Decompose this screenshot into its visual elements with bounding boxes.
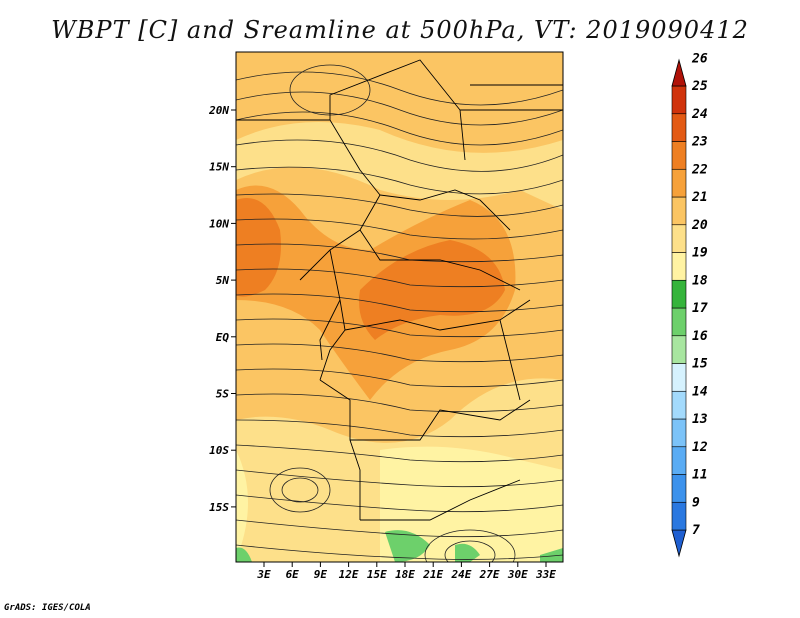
latitude-axis: 20N 15N 10N 5N EQ 5S 10S 15S [208,104,236,514]
colorbar-label: 22 [691,162,708,177]
lat-label: 20N [208,104,229,117]
colorbar-label: 16 [692,329,708,344]
colorbar-max-arrow [671,58,687,87]
colorbar-label: 18 [692,273,708,288]
lat-label: EQ [216,331,230,344]
colorbar-segment [671,307,687,337]
lon-label: 15E [367,568,387,581]
lon-label: 9E [314,568,328,581]
lon-label: 12E [339,568,359,581]
colorbar-segment [671,224,687,253]
colorbar-label: 13 [692,412,708,427]
lat-label: 15S [209,501,229,514]
lat-label: 15N [209,161,229,174]
chart-title: WBPT [C] and Sreamline at 500hPa, VT: 20… [51,16,749,44]
lon-label: 6E [286,568,300,581]
country-borders [236,59,563,521]
colorbar-segment [671,474,687,503]
colorbar-segment [671,85,687,115]
credit-label: GrADS: IGES/COLA [4,603,91,613]
lat-label: 5S [216,388,230,401]
lon-label: 30E [507,568,528,581]
colorbar-label: 17 [692,301,708,316]
colorbar-label: 19 [692,246,708,261]
colorbar-label: 12 [692,440,708,455]
colorbar-label: 23 [691,135,708,150]
lon-label: 21E [422,568,443,581]
colorbar-segment [671,141,687,170]
lon-label: 18E [395,568,415,581]
colorbar-segment [671,252,687,281]
colorbar-label: 9 [692,495,700,510]
lat-label: 10N [209,217,229,230]
map-frame [235,51,564,563]
colorbar-label: 20 [691,218,708,233]
colorbar-label: 15 [692,357,708,372]
colorbar-segment [671,446,687,475]
colorbar-segment [671,113,687,142]
lon-label: 33E [535,568,556,581]
colorbar-label: 7 [692,523,700,538]
colorbar-label: 25 [691,79,708,94]
longitude-axis: 3E 6E 9E 12E 15E 18E 21E 24E 27E 30E 33E [256,562,556,581]
colorbar-label: 26 [691,51,708,66]
lon-label: 3E [256,568,271,581]
colorbar-label: 24 [691,107,708,122]
lat-label: 10S [209,444,229,457]
lon-label: 27E [479,568,500,581]
colorbar-label: 11 [692,468,708,483]
colorbar-segment [671,418,687,448]
colorbar-segment [671,363,687,392]
colorbar-segment [671,196,687,226]
colorbar-segment [671,168,687,198]
colorbar: 7 9 11 12 13 14 15 16 17 18 19 20 21 22 23 24 25 26 [671,51,708,558]
lon-label: 24E [450,568,471,581]
colorbar-label: 21 [691,190,708,205]
wbpt-field [236,52,563,562]
colorbar-min-arrow [671,529,687,558]
colorbar-label: 14 [692,384,708,399]
colorbar-segment [671,335,687,364]
lat-label: 5N [216,274,230,287]
colorbar-segment [671,390,687,420]
colorbar-segment [671,501,687,531]
colorbar-segment [671,279,687,309]
